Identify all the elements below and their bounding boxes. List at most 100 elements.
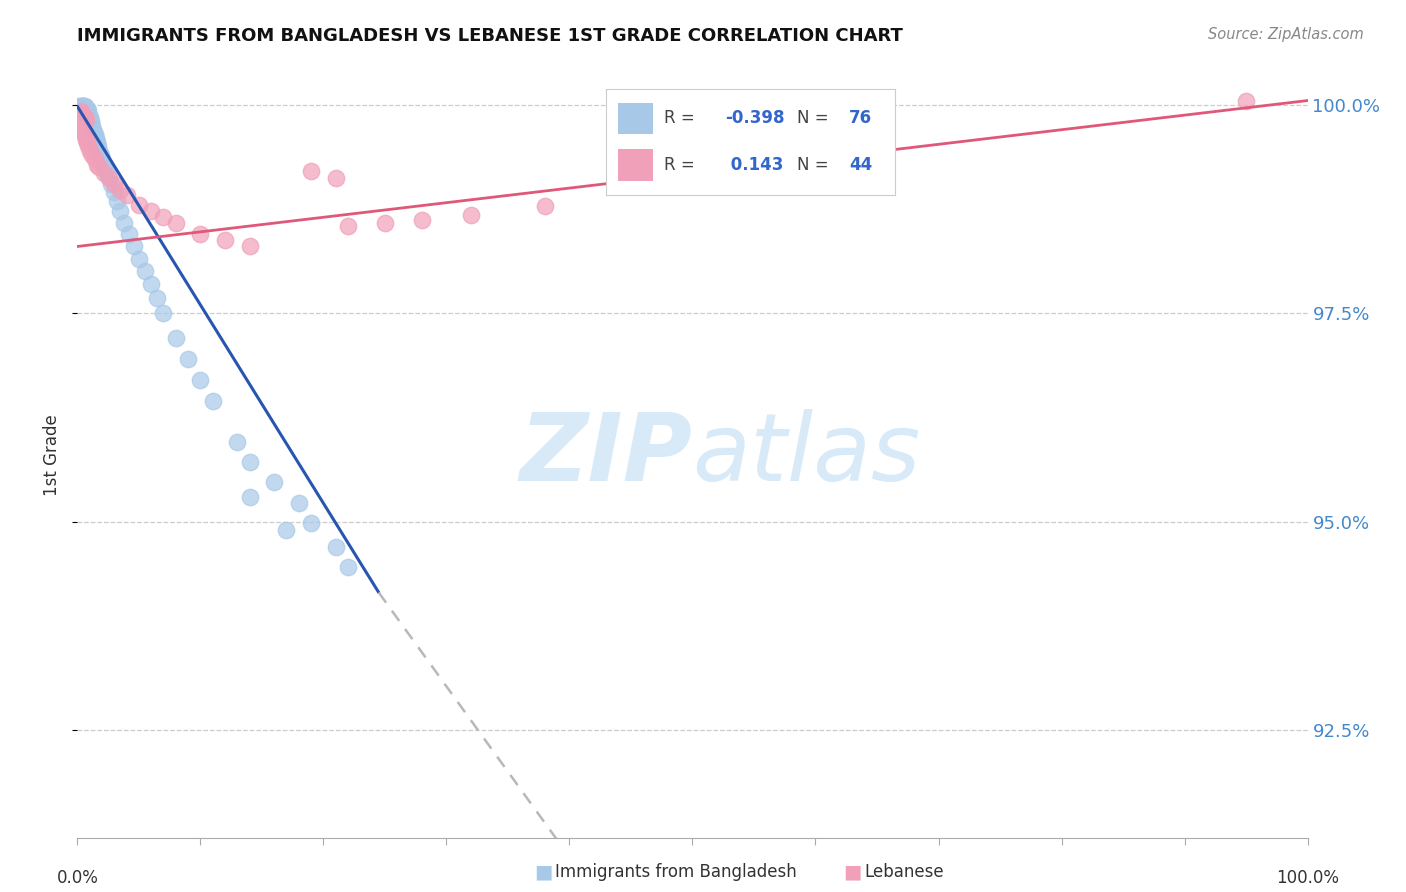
- Point: [70, 119, 93, 133]
- Point: [83, 127, 105, 141]
- Point: [112, 216, 135, 230]
- Text: Immigrants from Bangladesh: Immigrants from Bangladesh: [555, 863, 797, 881]
- Point: [70, 103, 93, 118]
- Point: [89, 161, 111, 175]
- Point: [70, 99, 93, 113]
- Point: [79, 144, 101, 158]
- Point: [73, 110, 96, 124]
- Text: ■: ■: [534, 863, 553, 882]
- Text: ZIP: ZIP: [520, 409, 693, 501]
- Text: IMMIGRANTS FROM BANGLADESH VS LEBANESE 1ST GRADE CORRELATION CHART: IMMIGRANTS FROM BANGLADESH VS LEBANESE 1…: [77, 27, 903, 45]
- Point: [70, 102, 93, 116]
- Point: [90, 152, 114, 166]
- Point: [90, 147, 112, 161]
- Text: Lebanese: Lebanese: [865, 863, 945, 881]
- Point: [83, 152, 105, 166]
- Point: [79, 112, 101, 127]
- Point: [97, 169, 120, 183]
- Point: [77, 103, 100, 117]
- Point: [134, 264, 156, 278]
- Point: [73, 99, 96, 113]
- Bar: [617, 103, 652, 135]
- Point: [79, 110, 101, 124]
- Point: [70, 119, 93, 133]
- Point: [141, 204, 163, 219]
- Point: [534, 199, 557, 213]
- Point: [73, 100, 96, 114]
- Point: [103, 186, 125, 200]
- Point: [94, 164, 117, 178]
- Point: [276, 523, 298, 537]
- Point: [337, 219, 360, 233]
- Point: [75, 112, 97, 127]
- Point: [115, 187, 138, 202]
- Point: [76, 102, 98, 116]
- Point: [165, 216, 187, 230]
- Point: [263, 475, 285, 489]
- Point: [325, 171, 347, 186]
- Point: [165, 331, 187, 345]
- Point: [72, 104, 94, 119]
- Point: [76, 131, 98, 145]
- Point: [93, 166, 115, 180]
- Point: [239, 239, 262, 253]
- Point: [411, 212, 433, 227]
- Point: [73, 104, 96, 119]
- Point: [73, 129, 96, 144]
- Point: [75, 106, 97, 120]
- Point: [122, 239, 145, 253]
- Point: [70, 99, 93, 113]
- Text: R =: R =: [664, 155, 695, 174]
- Point: [118, 227, 141, 241]
- Bar: [617, 149, 652, 181]
- Point: [87, 139, 110, 153]
- Point: [110, 204, 132, 219]
- Point: [98, 171, 121, 186]
- Text: N =: N =: [797, 109, 828, 127]
- Point: [299, 164, 322, 178]
- Text: N =: N =: [797, 155, 828, 174]
- Point: [80, 114, 103, 128]
- Point: [76, 104, 98, 119]
- Point: [177, 351, 200, 366]
- Point: [73, 127, 96, 141]
- Point: [75, 101, 97, 115]
- Point: [239, 454, 262, 468]
- Point: [460, 208, 482, 222]
- Point: [72, 100, 94, 114]
- Point: [67, 110, 90, 124]
- Point: [70, 100, 93, 114]
- Point: [105, 194, 128, 208]
- Text: 76: 76: [849, 109, 872, 127]
- Point: [82, 119, 104, 133]
- Point: [128, 252, 150, 266]
- Point: [70, 104, 93, 119]
- Text: R =: R =: [664, 109, 695, 127]
- Point: [188, 373, 212, 387]
- Point: [374, 216, 396, 230]
- Text: -0.398: -0.398: [725, 109, 785, 127]
- Point: [82, 147, 104, 161]
- Point: [67, 99, 90, 113]
- Point: [1234, 94, 1257, 108]
- Point: [72, 103, 94, 117]
- Point: [70, 121, 93, 136]
- Point: [72, 122, 94, 136]
- Point: [89, 144, 111, 158]
- Point: [70, 102, 93, 116]
- Point: [201, 393, 224, 408]
- Point: [72, 99, 94, 113]
- Point: [77, 139, 100, 153]
- Point: [72, 98, 94, 112]
- Point: [299, 516, 322, 531]
- Point: [76, 108, 98, 122]
- Point: [75, 103, 97, 117]
- Point: [76, 106, 98, 120]
- Point: [69, 114, 91, 128]
- Point: [72, 124, 94, 138]
- Point: [152, 211, 174, 225]
- Point: [72, 106, 94, 120]
- Point: [75, 101, 97, 115]
- Point: [188, 227, 212, 241]
- Point: [141, 277, 163, 291]
